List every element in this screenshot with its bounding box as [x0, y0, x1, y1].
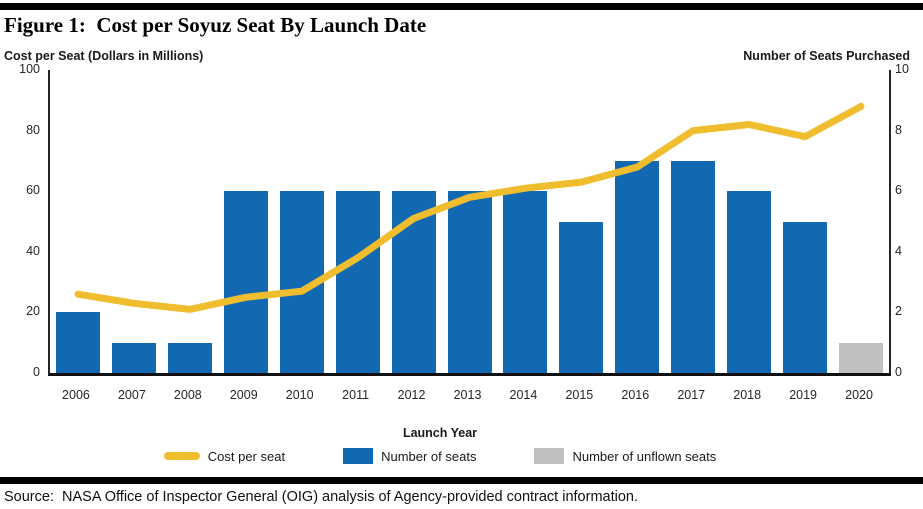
legend-label-2: Number of unflown seats	[572, 448, 717, 464]
bar-2017	[671, 160, 716, 373]
x-tick-2015: 2015	[565, 388, 594, 402]
x-tick-2019: 2019	[789, 388, 817, 402]
x-tick-2018: 2018	[733, 388, 762, 402]
bar-2006	[55, 312, 100, 373]
left-tick-100: 100	[19, 62, 40, 76]
bar-2014	[503, 191, 548, 373]
cost-per-seat-line	[74, 102, 865, 313]
right-tick-6: 6	[895, 183, 902, 198]
legend: Cost per seat Number of seats Number of un…	[0, 448, 880, 464]
x-tick-2006: 2006	[62, 388, 90, 402]
bar-2019	[783, 221, 828, 373]
top-rule	[0, 3, 923, 10]
legend-item-0: Cost per seat	[163, 448, 286, 464]
bar-2015	[559, 221, 604, 373]
legend-swatch-2	[534, 448, 565, 464]
left-tick-60: 60	[26, 183, 40, 198]
left-tick-0: 0	[33, 365, 40, 379]
x-axis-title: Launch Year	[402, 426, 478, 440]
legend-swatch-1	[343, 448, 374, 464]
right-tick-0: 0	[895, 365, 902, 379]
bar-2016	[615, 160, 660, 373]
legend-item-1: Number of seats	[343, 448, 476, 464]
left-tick-20: 20	[26, 304, 40, 319]
legend-swatch-0	[163, 452, 200, 460]
bottom-rule	[0, 477, 923, 484]
x-tick-2011: 2011	[342, 388, 370, 402]
bar-2007	[111, 342, 156, 373]
x-tick-2012: 2012	[397, 388, 426, 402]
right-tick-8: 8	[895, 122, 902, 137]
right-tick-10: 10	[895, 62, 909, 76]
bar-2013	[447, 191, 492, 373]
figure-title: Figure 1: Cost per Soyuz Seat By Launch …	[4, 13, 427, 37]
bar-2011	[335, 191, 380, 373]
x-tick-2017: 2017	[677, 388, 706, 402]
left-axis-title: Cost per Seat (Dollars in Millions)	[4, 49, 204, 63]
bar-2018	[727, 191, 772, 373]
plot-area	[48, 70, 891, 376]
right-tick-4: 4	[895, 243, 902, 258]
left-tick-40: 40	[26, 243, 40, 258]
bar-2008	[167, 342, 212, 373]
legend-label-0: Cost per seat	[207, 448, 286, 464]
x-tick-2014: 2014	[509, 388, 538, 402]
right-axis-title: Number of Seats Purchased	[743, 49, 910, 63]
x-tick-2016: 2016	[621, 388, 650, 402]
legend-label-1: Number of seats	[381, 448, 477, 464]
x-tick-2010: 2010	[285, 388, 314, 402]
x-tick-2013: 2013	[453, 388, 482, 402]
legend-item-2: Number of unflown seats	[534, 448, 716, 464]
source-note: Source: NASA Office of Inspector General…	[4, 489, 638, 505]
x-tick-2020: 2020	[845, 388, 873, 402]
x-tick-2008: 2008	[173, 388, 202, 402]
right-tick-2: 2	[895, 304, 902, 319]
x-tick-2009: 2009	[229, 388, 258, 402]
bar-2020	[839, 342, 884, 373]
x-tick-2007: 2007	[117, 388, 146, 402]
bar-2009	[223, 191, 268, 373]
left-tick-80: 80	[26, 122, 40, 137]
